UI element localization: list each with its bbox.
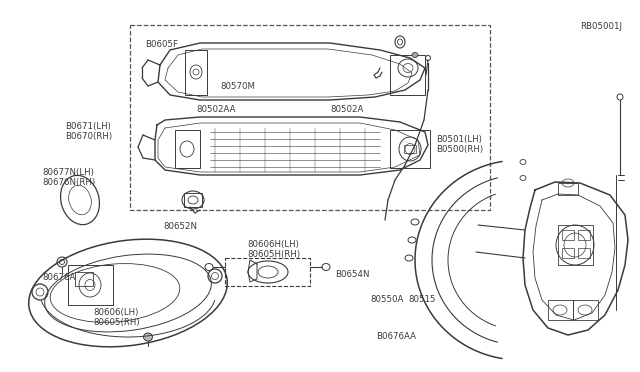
Bar — [184, 193, 202, 207]
Bar — [548, 300, 573, 320]
Bar — [75, 272, 93, 286]
Bar — [562, 248, 574, 258]
Text: 80605H(RH): 80605H(RH) — [247, 250, 300, 259]
Text: 80515: 80515 — [408, 295, 435, 304]
Ellipse shape — [412, 52, 418, 58]
Text: RB05001J: RB05001J — [580, 22, 622, 31]
Bar — [558, 225, 593, 265]
Text: 80550A: 80550A — [370, 295, 403, 304]
Bar — [562, 230, 574, 240]
Text: 80652N: 80652N — [163, 222, 197, 231]
Text: 80677N(LH): 80677N(LH) — [42, 168, 94, 177]
Text: 80502AA: 80502AA — [196, 105, 236, 114]
Bar — [578, 230, 590, 240]
Text: B0654N: B0654N — [335, 270, 369, 279]
Bar — [390, 55, 425, 95]
Bar — [175, 130, 200, 168]
Text: 80606H(LH): 80606H(LH) — [247, 240, 299, 249]
Bar — [225, 258, 310, 286]
Bar — [573, 300, 598, 320]
Bar — [578, 248, 590, 258]
Bar — [558, 183, 578, 195]
Text: B0671(LH): B0671(LH) — [65, 122, 111, 131]
Text: 80676A: 80676A — [42, 273, 76, 282]
Text: 80606(LH): 80606(LH) — [93, 308, 138, 317]
Bar — [130, 25, 490, 210]
Text: B0670(RH): B0670(RH) — [65, 132, 112, 141]
Bar — [185, 50, 207, 95]
Text: 80605(RH): 80605(RH) — [93, 318, 140, 327]
Text: 80570M: 80570M — [220, 82, 255, 91]
Text: 80676N(RH): 80676N(RH) — [42, 178, 95, 187]
Text: 80502A: 80502A — [330, 105, 364, 114]
Bar — [404, 145, 416, 153]
Bar — [390, 130, 430, 168]
Text: B0676AA: B0676AA — [376, 332, 416, 341]
Bar — [68, 265, 113, 305]
Text: B0605F: B0605F — [145, 40, 178, 49]
Text: B0500(RH): B0500(RH) — [436, 145, 483, 154]
Ellipse shape — [143, 333, 152, 341]
Text: B0501(LH): B0501(LH) — [436, 135, 482, 144]
